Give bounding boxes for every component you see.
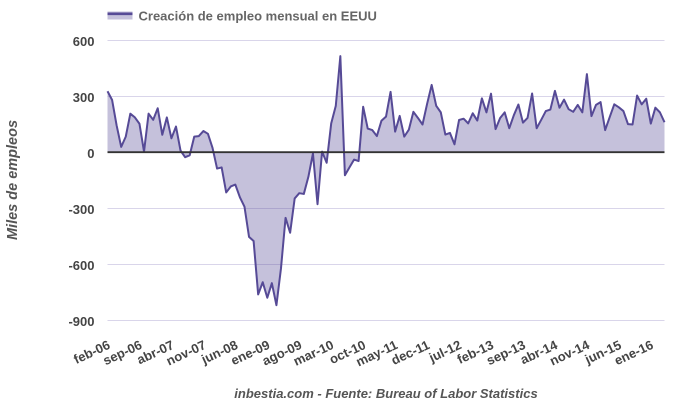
- svg-text:-600: -600: [68, 258, 94, 273]
- svg-text:300: 300: [73, 90, 95, 105]
- svg-text:-300: -300: [68, 202, 94, 217]
- svg-text:0: 0: [87, 146, 94, 161]
- svg-text:Miles de empleos: Miles de empleos: [5, 120, 21, 240]
- svg-text:inbestia.com - Fuente: Bureau: inbestia.com - Fuente: Bureau of Labor S…: [234, 386, 537, 401]
- svg-text:-900: -900: [68, 314, 94, 329]
- svg-text:Creación de empleo mensual en: Creación de empleo mensual en EEUU: [139, 9, 377, 24]
- svg-text:600: 600: [73, 34, 95, 49]
